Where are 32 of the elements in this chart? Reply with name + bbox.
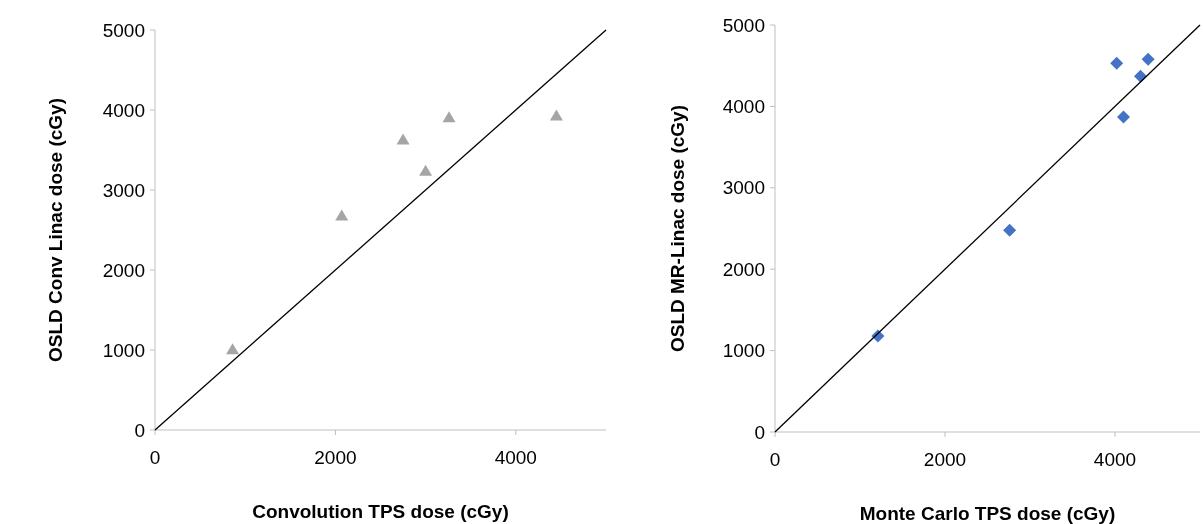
- y-tick-label: 3000: [102, 179, 145, 201]
- x-tick-label: 4000: [1093, 449, 1137, 470]
- x-tick-label: 0: [769, 449, 781, 470]
- y-tick-label: 4000: [722, 96, 765, 118]
- x-axis-title: Convolution TPS dose (cGy): [252, 501, 509, 522]
- y-tick-label: 0: [754, 421, 765, 443]
- y-tick-label: 1000: [722, 340, 765, 362]
- y-axis-title: OSLD Conv Linac dose (cGy): [45, 98, 66, 362]
- point: [419, 164, 433, 176]
- y-tick-label: 2000: [722, 258, 765, 280]
- point: [1110, 56, 1124, 70]
- x-axis-title: Monte Carlo TPS dose (cGy): [859, 503, 1116, 524]
- y-tick-label: 5000: [722, 14, 765, 36]
- x-tick-label: 2000: [314, 447, 357, 468]
- point: [1117, 110, 1130, 124]
- y-tick-label: 2000: [102, 259, 145, 281]
- point: [1003, 223, 1017, 237]
- point: [335, 209, 349, 221]
- y-tick-label: 3000: [722, 177, 765, 199]
- y-tick-label: 0: [134, 419, 145, 441]
- y-tick-label: 5000: [102, 19, 145, 41]
- point: [549, 109, 563, 121]
- y-axis-title: OSLD MR-Linac dose (cGy): [667, 104, 688, 353]
- point: [396, 133, 410, 145]
- point: [442, 111, 456, 123]
- y-tick-label: 1000: [102, 339, 145, 361]
- x-tick-label: 2000: [923, 449, 967, 470]
- y-tick-label: 4000: [102, 99, 145, 121]
- point: [1141, 52, 1155, 66]
- x-tick-label: 4000: [494, 447, 537, 468]
- point: [226, 343, 240, 355]
- x-tick-label: 0: [149, 447, 161, 468]
